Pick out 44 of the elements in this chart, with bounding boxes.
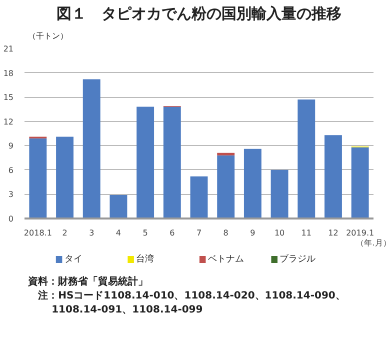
bar (298, 100, 316, 218)
x-tick-label: 9 (250, 228, 256, 238)
x-tick-label: 10 (274, 228, 285, 238)
x-tick-label: 2019.1 (346, 228, 374, 238)
x-tick-label: 12 (328, 228, 338, 238)
bar (163, 106, 181, 218)
bar (351, 147, 369, 218)
x-tick-label: 7 (196, 228, 202, 238)
y-tick-label: 0 (8, 214, 14, 224)
bar (136, 106, 154, 218)
x-tick-label: 11 (301, 228, 312, 238)
x-tick-label: 4 (116, 228, 122, 238)
bar (190, 176, 208, 218)
legend-label: 台湾 (136, 254, 154, 264)
text: 資料：財務省「貿易統計」 (27, 276, 148, 288)
x-axis-title: （年.月） (356, 238, 389, 248)
y-tick-label: 12 (3, 117, 14, 126)
y-tick-label: 18 (3, 68, 14, 78)
legend-label: ブラジル (280, 254, 316, 264)
bar (270, 170, 288, 218)
bar (324, 135, 342, 218)
x-tick-label: 2 (62, 228, 68, 238)
x-tick-label: 3 (89, 228, 94, 238)
y-tick-label: 15 (3, 93, 14, 102)
legend-label: ベトナム (208, 254, 244, 264)
bar (82, 79, 100, 218)
bar (56, 136, 74, 218)
x-tick-label: 8 (223, 228, 228, 238)
bar (244, 148, 262, 218)
bar (110, 195, 128, 218)
bar (217, 155, 235, 218)
text: 注：HSコード1108.14-010、1108.14-020、1108.14-090、1108.14-091、1108.14-099 (28, 290, 346, 316)
legend-label: タイ (64, 254, 82, 264)
x-tick-label: 5 (142, 228, 148, 238)
y-tick-label: 3 (8, 190, 14, 200)
y-tick-label: 9 (8, 142, 14, 151)
chart-title: 図１ タピオカでん粉の国別輸入量の推移 (56, 4, 342, 22)
x-tick-label: 2018.1 (24, 228, 52, 238)
y-axis-title: （千トン） (28, 32, 68, 40)
bar (217, 152, 235, 156)
y-tick-label: 21 (3, 44, 14, 54)
x-tick-label: 6 (170, 228, 175, 238)
y-tick-label: 6 (8, 166, 14, 175)
bar (29, 138, 47, 218)
